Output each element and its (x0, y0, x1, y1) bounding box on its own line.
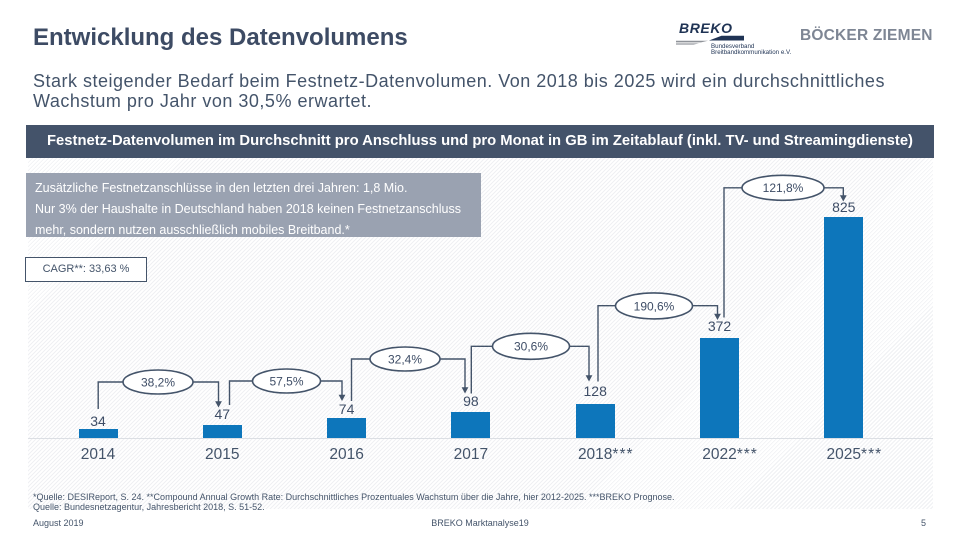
svg-text:57,5%: 57,5% (269, 374, 303, 388)
svg-text:32,4%: 32,4% (388, 352, 422, 366)
svg-text:190,6%: 190,6% (634, 299, 675, 313)
svg-text:38,2%: 38,2% (141, 375, 175, 389)
svg-text:121,8%: 121,8% (763, 181, 804, 195)
svg-text:30,6%: 30,6% (514, 340, 548, 354)
